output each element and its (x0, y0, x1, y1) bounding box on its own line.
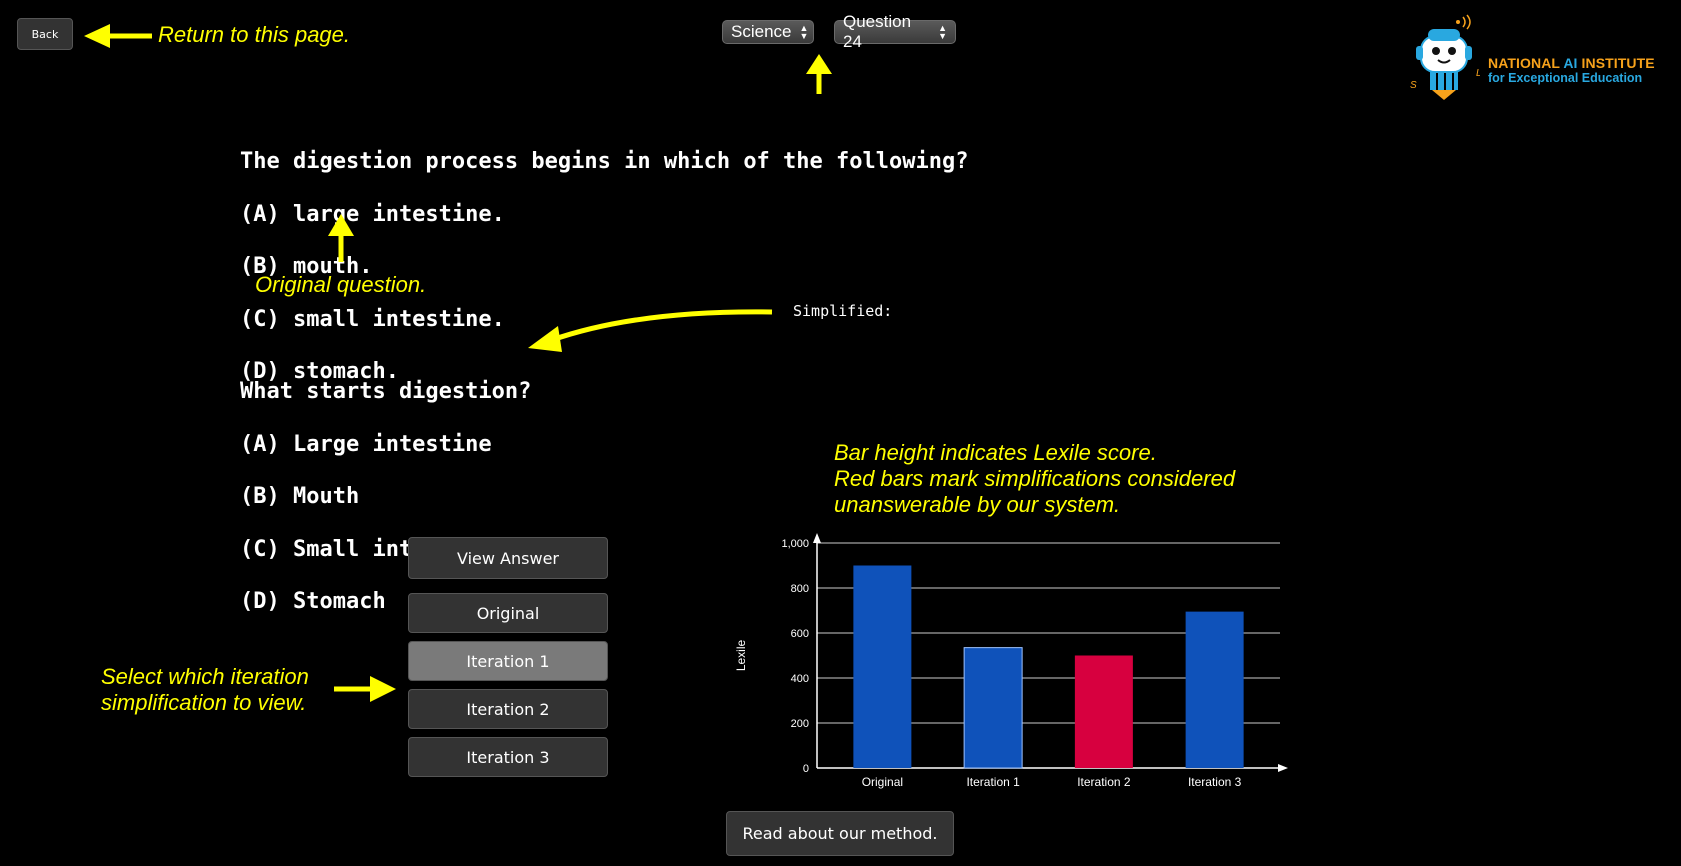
iteration-2-button[interactable]: Iteration 2 (408, 689, 608, 729)
chart-ytick-label: 800 (791, 583, 809, 595)
select-caret-icon: ▲ ▼ (799, 23, 809, 41)
chart-bar (853, 565, 912, 768)
iteration-right-arrow-icon (334, 676, 396, 702)
logo-title: NATIONAL AI INSTITUTE (1488, 55, 1655, 71)
view-answer-button[interactable]: View Answer (408, 537, 608, 579)
chart-ytick-label: 0 (803, 763, 809, 775)
chart-bar (1074, 655, 1133, 768)
back-note: Return to this page. (158, 22, 351, 47)
chart-note: Bar height indicates Lexile score. Red b… (834, 440, 1236, 517)
iteration-1-button[interactable]: Iteration 1 (408, 641, 608, 681)
original-option-d: (D) stomach. (240, 359, 399, 384)
original-question-stem: The digestion process begins in which of… (240, 149, 969, 174)
simplified-question-stem: What starts digestion? (240, 379, 532, 404)
back-arrow-icon (84, 24, 152, 48)
logo-letter-s: S (1410, 80, 1417, 91)
chart-ytick-label: 600 (791, 628, 809, 640)
select-up-arrow-icon (806, 54, 832, 94)
chart-y-axis-arrow (813, 533, 821, 543)
logo-text: NATIONAL AI INSTITUTE for Exceptional Ed… (1488, 55, 1655, 85)
simplified-question: What starts digestion? (A) Large intesti… (240, 348, 531, 628)
lexile-bar-chart: 0 200 400 600 800 1,000 Lexile Original Iteratio… (734, 533, 1288, 789)
iteration-original-button[interactable]: Original (408, 593, 608, 633)
robot-mascot-icon: S L (1410, 14, 1480, 100)
iteration-3-button[interactable]: Iteration 3 (408, 737, 608, 777)
original-option-c: (C) small intestine. (240, 306, 505, 332)
original-question-note: Original question. (255, 272, 427, 297)
simplified-option-d: (D) Stomach (240, 589, 386, 614)
chart-x-axis-arrow (1278, 764, 1288, 772)
logo-letter-l: L (1476, 68, 1480, 79)
chart-ytick-label: 1,000 (781, 538, 809, 550)
chart-xtick-label: Original (862, 775, 903, 789)
chart-xtick-label: Iteration 2 (1077, 775, 1131, 789)
simplified-option-b: (B) Mouth (240, 484, 360, 509)
read-method-button[interactable]: Read about our method. (726, 811, 954, 856)
question-select[interactable]: Question 24 ▲ ▼ (834, 12, 956, 51)
chart-xtick-label: Iteration 1 (966, 775, 1020, 789)
simplified-option-a: (A) Large intestine (240, 431, 492, 457)
original-up-arrow-icon (328, 214, 354, 262)
chart-bar (1185, 611, 1244, 768)
chart-xtick-label: Iteration 3 (1188, 775, 1242, 789)
logo-subtitle: for Exceptional Education (1488, 71, 1643, 85)
chart-ytick-label: 200 (791, 718, 809, 730)
chart-ytick-label: 400 (791, 673, 809, 685)
chart-bar (963, 647, 1023, 769)
chart-ylabel: Lexile (734, 640, 748, 672)
iteration-select-note: Select which iteration simplification to… (101, 664, 309, 715)
subject-select[interactable]: Science ▲ ▼ (722, 20, 814, 44)
back-button[interactable]: Back (17, 18, 73, 50)
original-question: The digestion process begins in which of… (240, 118, 968, 398)
simplified-curved-arrow-icon (528, 309, 773, 352)
select-caret-icon: ▲ ▼ (938, 23, 947, 41)
original-option-b: (B) mouth. (240, 254, 373, 279)
subject-select-value: Science (731, 22, 792, 41)
simplified-label: Simplified: (793, 302, 893, 320)
question-select-value: Question 24 (843, 12, 912, 51)
